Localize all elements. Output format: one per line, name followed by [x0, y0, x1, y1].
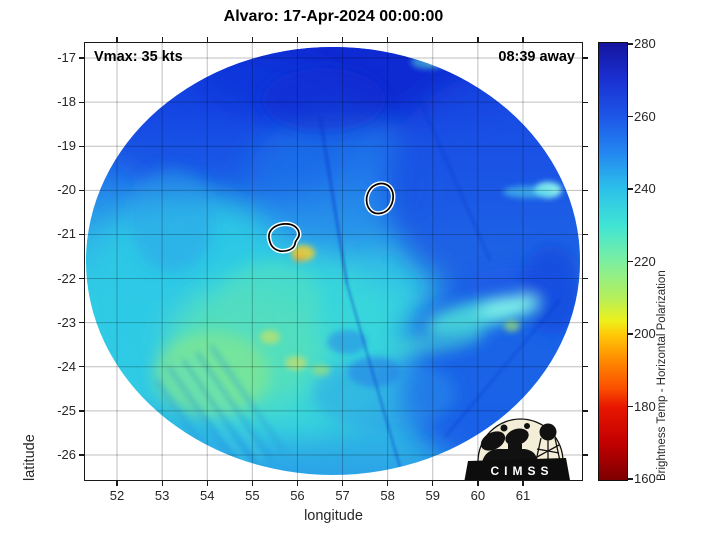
colorbar-tick	[628, 115, 633, 118]
y-tick	[79, 145, 84, 147]
x-tick-top	[522, 37, 524, 42]
x-tick-label: 59	[425, 488, 440, 503]
x-tick-label: 58	[380, 488, 395, 503]
colorbar-tick	[628, 333, 633, 335]
x-tick-top	[161, 37, 163, 42]
x-tick-label: 56	[290, 488, 305, 503]
y-tick	[79, 410, 84, 412]
colorbar-tick-label: 160	[634, 471, 656, 486]
x-tick-label: 61	[515, 488, 531, 503]
x-tick	[161, 481, 163, 486]
colorbar-tick	[628, 478, 633, 480]
x-tick-label: 53	[154, 488, 170, 503]
y-tick-label: -17	[57, 50, 76, 65]
y-tick-right	[583, 322, 588, 324]
x-tick-top	[116, 37, 118, 42]
swath-seam-lines	[318, 99, 561, 475]
x-tick	[296, 481, 299, 486]
y-tick-right	[583, 189, 588, 192]
cimss-logo-silhouettes	[480, 423, 557, 462]
map-plot-area: CIMSS Vmax: 35 kts 08:39 away	[84, 42, 583, 505]
colorbar-tick	[628, 188, 633, 190]
x-tick-top	[387, 37, 389, 42]
y-tick-label: -26	[57, 446, 76, 462]
x-tick-label: 54	[199, 488, 215, 503]
x-tick-label: 57	[335, 488, 350, 503]
y-tick-right	[583, 145, 588, 147]
y-tick	[79, 277, 84, 280]
x-tick-label: 55	[245, 488, 260, 503]
x-tick	[251, 481, 254, 486]
y-tick	[79, 189, 84, 192]
y-tick	[79, 101, 84, 103]
cimss-logo-text: CIMSS	[490, 464, 553, 478]
x-tick	[341, 481, 344, 486]
y-tick	[79, 322, 84, 324]
y-tick-label: -19	[57, 138, 76, 154]
x-tick-top	[206, 37, 208, 42]
y-tick-label: -22	[57, 270, 76, 286]
time-away-annotation: 08:39 away	[498, 49, 575, 65]
colorbar-tick-label: 200	[634, 326, 656, 341]
colorbar-tick-label: 240	[634, 181, 656, 196]
y-tick	[79, 233, 84, 236]
x-tick-top	[296, 37, 299, 42]
storm-contour-west	[266, 221, 302, 254]
y-tick-label: -24	[57, 358, 76, 374]
x-tick-label: 60	[470, 488, 486, 503]
y-tick-label: -20	[57, 182, 76, 198]
water-tower-legs	[535, 437, 561, 462]
grid-lines	[84, 42, 583, 481]
plot-title: Alvaro: 17-Apr-2024 00:00:00	[223, 8, 444, 25]
y-tick	[79, 366, 84, 368]
y-tick-label: -21	[57, 226, 76, 242]
water-tower-icon	[539, 423, 557, 441]
x-tick	[206, 481, 208, 486]
colorbar-tick-label: 280	[634, 36, 656, 51]
x-tick-top	[251, 37, 254, 42]
colorbar-tick-label: 220	[634, 253, 656, 269]
y-tick-right	[583, 101, 588, 103]
colorbar-tick-label: 180	[634, 398, 656, 414]
storm-contour-east	[364, 181, 396, 216]
colorbar	[598, 42, 628, 481]
satellite-swath	[86, 47, 580, 475]
satellite-swath-canvas: CIMSS	[84, 42, 583, 505]
y-tick-label: -18	[57, 94, 76, 110]
y-tick-right	[583, 233, 588, 236]
colorbar-tick	[628, 405, 633, 408]
x-tick	[477, 481, 479, 486]
x-tick	[432, 481, 434, 486]
x-axis-label: longitude	[304, 508, 363, 524]
colorbar-tick	[628, 43, 633, 45]
y-tick-label: -23	[57, 314, 76, 330]
y-tick-right	[583, 454, 588, 456]
y-tick-right	[583, 57, 588, 59]
y-tick-right	[583, 410, 588, 412]
x-tick-top	[432, 37, 434, 42]
x-tick	[116, 481, 118, 486]
x-tick-top	[477, 37, 479, 42]
y-tick	[79, 57, 84, 59]
vmax-annotation: Vmax: 35 kts	[94, 49, 183, 65]
x-tick-label: 52	[109, 488, 125, 503]
colorbar-tick	[628, 260, 633, 263]
y-tick	[79, 454, 84, 456]
cimss-banner	[464, 458, 570, 483]
y-tick-right	[583, 366, 588, 368]
y-tick-right	[583, 277, 588, 280]
x-tick	[387, 481, 389, 486]
colorbar-tick-label: 260	[634, 108, 656, 124]
x-tick-top	[341, 37, 344, 42]
x-tick	[522, 481, 524, 486]
y-tick-label: -25	[57, 402, 76, 418]
